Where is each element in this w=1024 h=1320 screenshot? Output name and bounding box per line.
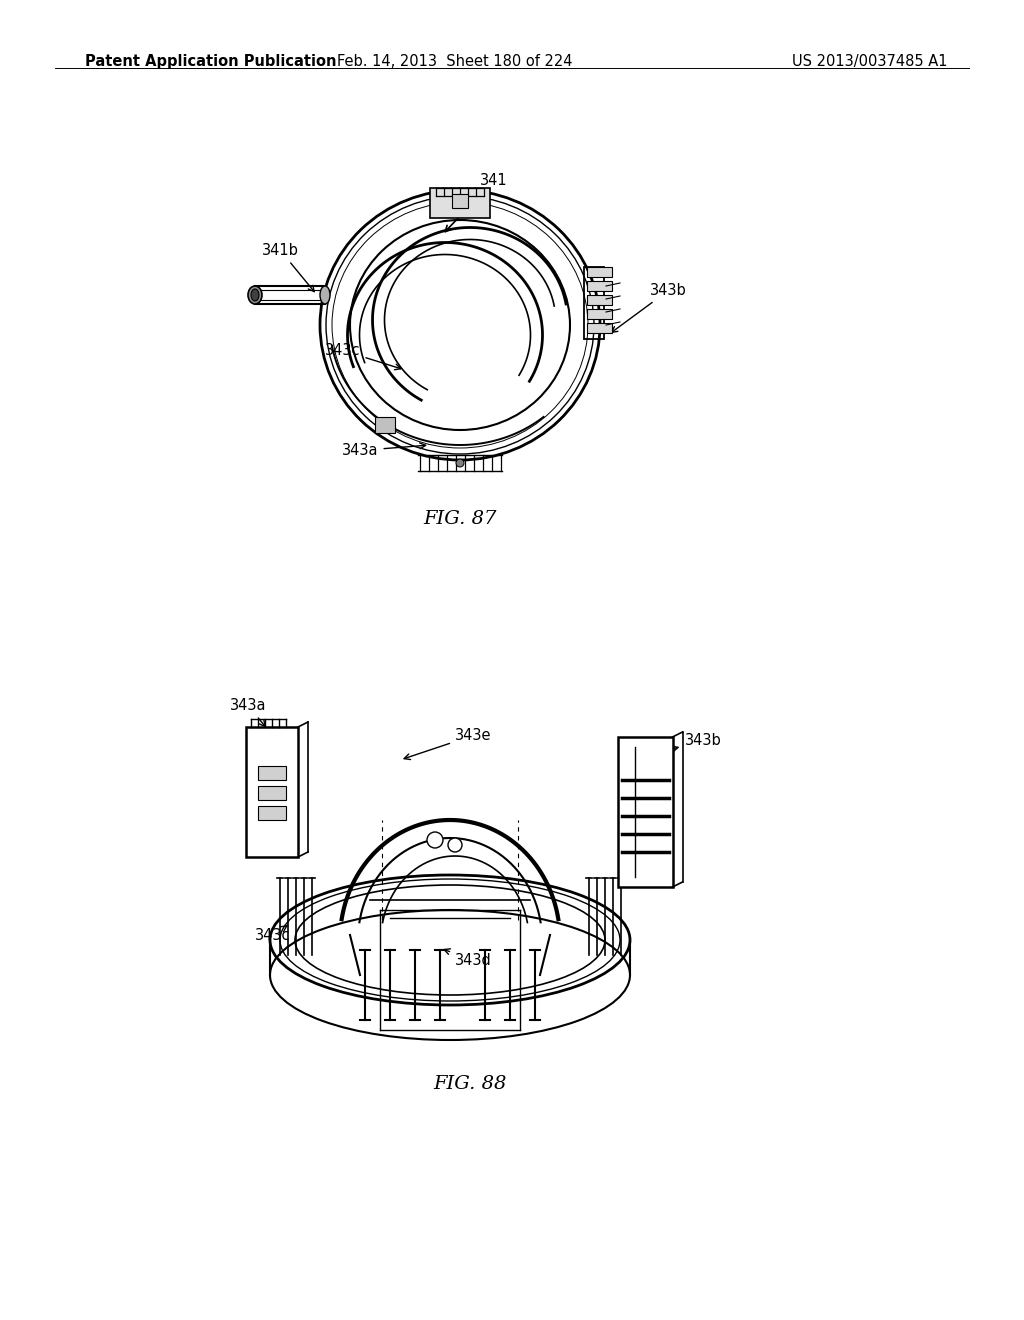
Bar	[258, 766, 286, 780]
Text: US 2013/0037485 A1: US 2013/0037485 A1	[793, 54, 948, 69]
Bar	[430, 187, 490, 218]
Bar	[258, 807, 286, 820]
Text: 341b: 341b	[262, 243, 314, 292]
Bar	[587, 281, 612, 290]
Bar	[452, 194, 468, 209]
Text: 343c: 343c	[325, 343, 400, 370]
Bar	[587, 323, 612, 333]
Text: 343e: 343e	[404, 729, 492, 759]
Bar	[584, 267, 604, 339]
Ellipse shape	[251, 289, 259, 301]
Text: 343c: 343c	[255, 925, 291, 942]
Circle shape	[449, 838, 462, 851]
Circle shape	[427, 832, 443, 847]
Text: FIG. 88: FIG. 88	[433, 1074, 507, 1093]
Text: 341: 341	[445, 173, 508, 231]
Ellipse shape	[319, 286, 330, 304]
Text: 343b: 343b	[611, 282, 687, 333]
Text: 343d: 343d	[444, 949, 492, 968]
Circle shape	[456, 459, 464, 467]
Text: 343b: 343b	[652, 733, 722, 754]
Ellipse shape	[248, 286, 262, 304]
Bar	[375, 417, 395, 433]
Bar	[587, 267, 612, 277]
Bar	[587, 309, 612, 319]
Text: Patent Application Publication: Patent Application Publication	[85, 54, 337, 69]
Bar	[587, 294, 612, 305]
Ellipse shape	[350, 220, 570, 430]
Text: FIG. 87: FIG. 87	[423, 510, 497, 528]
Bar	[246, 727, 298, 857]
Bar	[617, 737, 673, 887]
Text: 343a: 343a	[342, 444, 426, 458]
Text: 343a: 343a	[230, 698, 266, 726]
Bar	[258, 785, 286, 800]
Text: Feb. 14, 2013  Sheet 180 of 224: Feb. 14, 2013 Sheet 180 of 224	[337, 54, 572, 69]
